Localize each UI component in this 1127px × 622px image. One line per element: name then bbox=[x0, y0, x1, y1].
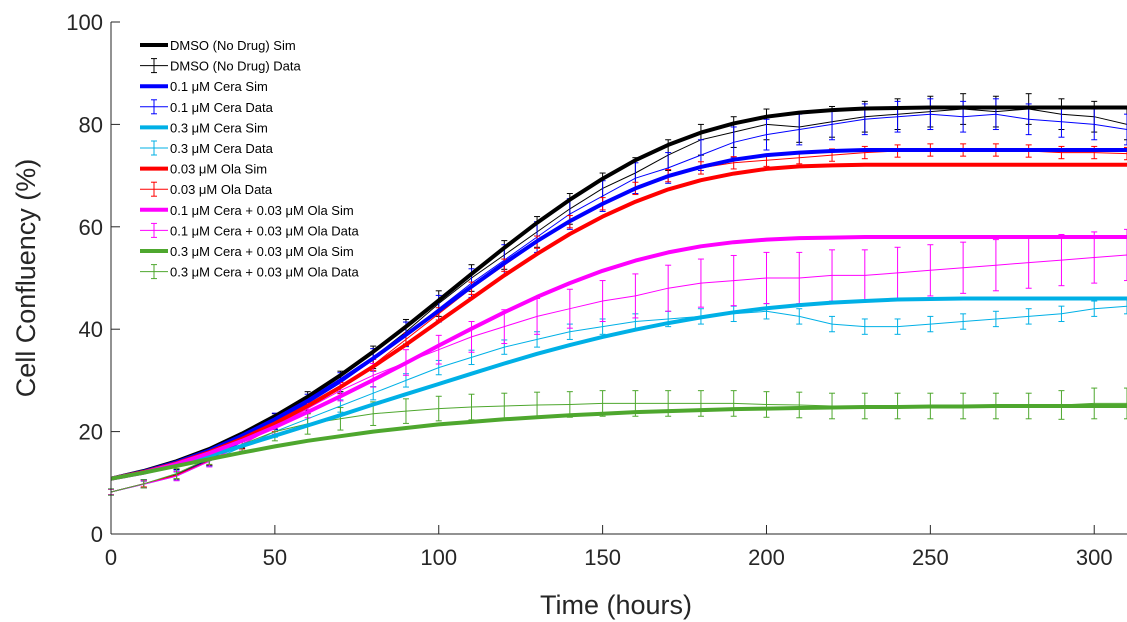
error-bar bbox=[1124, 228, 1127, 282]
y-tick-label: 20 bbox=[79, 420, 103, 445]
error-bar bbox=[435, 334, 442, 365]
error-bar bbox=[665, 264, 672, 312]
error-bar bbox=[173, 467, 180, 480]
legend-entry: 0.3 μM Cera Data bbox=[140, 140, 274, 156]
x-tick-label: 200 bbox=[748, 545, 785, 570]
sim-line bbox=[110, 162, 1127, 481]
error-bar bbox=[927, 315, 934, 333]
x-tick-label: 50 bbox=[263, 545, 287, 570]
axes: 0 50 100 150 200 250 300 0 20 40 60 80 100 bbox=[66, 10, 1127, 570]
series-sim-11 bbox=[110, 404, 1127, 481]
x-tick-label: 250 bbox=[912, 545, 949, 570]
error-bar bbox=[435, 395, 442, 422]
series-data-2 bbox=[108, 297, 1127, 496]
error-bar bbox=[992, 310, 999, 328]
legend-label: 0.3 μM Cera Data bbox=[170, 141, 274, 156]
legend-label: 0.3 μM Cera + 0.03 μM Ola Sim bbox=[170, 244, 354, 259]
legend-entry: DMSO (No Drug) Sim bbox=[140, 38, 296, 53]
legend-entry: 0.03 μM Ola Sim bbox=[140, 162, 267, 177]
y-tick-label: 40 bbox=[79, 317, 103, 342]
data-line bbox=[110, 305, 1127, 493]
sim-line bbox=[110, 404, 1127, 481]
series-sim-9 bbox=[110, 162, 1127, 481]
error-bar bbox=[763, 251, 770, 305]
series-sim-10 bbox=[110, 235, 1127, 481]
sim-line bbox=[110, 235, 1127, 481]
error-bar bbox=[796, 391, 803, 419]
error-bar bbox=[1091, 231, 1098, 284]
error-bar bbox=[632, 273, 639, 319]
legend-entry: 0.1 μM Cera + 0.03 μM Ola Sim bbox=[140, 203, 354, 218]
error-bar bbox=[1091, 300, 1098, 317]
sim-line bbox=[110, 296, 1127, 481]
error-bar bbox=[730, 390, 737, 417]
error-bar bbox=[796, 308, 803, 325]
legend-entry: 0.1 μM Cera Sim bbox=[140, 79, 268, 94]
y-tick-label: 80 bbox=[79, 112, 103, 137]
error-bar bbox=[1124, 387, 1127, 420]
sim-line bbox=[110, 148, 1127, 481]
error-bar bbox=[370, 386, 377, 401]
error-bar bbox=[730, 254, 737, 307]
x-tick-label: 0 bbox=[105, 545, 117, 570]
error-bar bbox=[960, 313, 967, 330]
error-bar bbox=[1058, 233, 1065, 287]
series-sim-7 bbox=[110, 148, 1127, 481]
legend-entry: 0.03 μM Ola Data bbox=[140, 181, 273, 197]
error-bar bbox=[1124, 146, 1127, 161]
error-bar bbox=[829, 315, 836, 333]
legend-entry: 0.1 μM Cera + 0.03 μM Ola Data bbox=[140, 222, 360, 238]
legend-label: 0.1 μM Cera Sim bbox=[170, 79, 268, 94]
y-axis-title: Cell Confluency (%) bbox=[11, 159, 41, 398]
legend-label: 0.3 μM Cera + 0.03 μM Ola Data bbox=[170, 265, 360, 280]
legend-label: DMSO (No Drug) Data bbox=[170, 59, 302, 74]
legend-label: 0.1 μM Cera Data bbox=[170, 100, 274, 115]
sim-line bbox=[110, 105, 1127, 481]
x-axis-title: Time (hours) bbox=[540, 590, 692, 620]
error-bar bbox=[140, 479, 147, 489]
error-bar bbox=[1091, 387, 1098, 420]
error-bar bbox=[992, 98, 999, 131]
error-bar bbox=[566, 288, 573, 329]
series-sim-6 bbox=[110, 105, 1127, 481]
series-sim-8 bbox=[110, 296, 1127, 481]
legend-label: 0.03 μM Ola Data bbox=[170, 182, 273, 197]
error-bar bbox=[992, 239, 999, 292]
x-tick-label: 300 bbox=[1076, 545, 1113, 570]
legend-entry: 0.3 μM Cera Sim bbox=[140, 120, 268, 135]
legend: DMSO (No Drug) Sim DMSO (No Drug) Data 0.1… bbox=[140, 38, 360, 280]
legend-label: DMSO (No Drug) Sim bbox=[170, 38, 296, 53]
x-tick-label: 100 bbox=[420, 545, 457, 570]
error-bar bbox=[763, 391, 770, 418]
y-tick-label: 60 bbox=[79, 215, 103, 240]
y-tick-label: 0 bbox=[91, 522, 103, 547]
error-bar bbox=[1058, 305, 1065, 323]
error-bar bbox=[927, 98, 934, 131]
error-bar bbox=[599, 280, 606, 323]
y-tick-label: 100 bbox=[66, 10, 103, 35]
error-bar bbox=[697, 258, 704, 308]
legend-label: 0.03 μM Ola Sim bbox=[170, 162, 267, 177]
error-bar bbox=[960, 241, 967, 294]
error-bar bbox=[763, 118, 770, 151]
legend-label: 0.1 μM Cera + 0.03 μM Ola Sim bbox=[170, 203, 354, 218]
x-tick-label: 150 bbox=[584, 545, 621, 570]
error-bar bbox=[1124, 113, 1127, 146]
error-bar bbox=[861, 318, 868, 335]
error-bar bbox=[927, 244, 934, 297]
data-line bbox=[110, 254, 1127, 493]
error-bar bbox=[1025, 308, 1032, 325]
legend-label: 0.3 μM Cera Sim bbox=[170, 120, 268, 135]
error-bar bbox=[337, 407, 344, 431]
legend-entry: 0.3 μM Cera + 0.03 μM Ola Sim bbox=[140, 244, 354, 259]
error-bar bbox=[402, 398, 409, 424]
error-bar bbox=[894, 318, 901, 335]
legend-entry: DMSO (No Drug) Data bbox=[140, 58, 302, 74]
legend-entry: 0.3 μM Cera + 0.03 μM Ola Data bbox=[140, 264, 360, 280]
legend-entry: 0.1 μM Cera Data bbox=[140, 99, 274, 115]
plot-area bbox=[108, 93, 1127, 496]
legend-label: 0.1 μM Cera + 0.03 μM Ola Data bbox=[170, 223, 360, 238]
